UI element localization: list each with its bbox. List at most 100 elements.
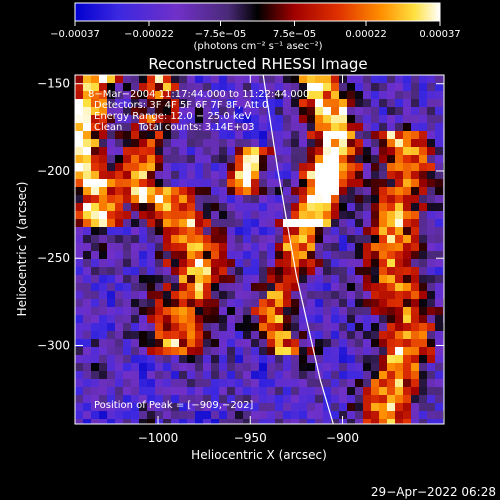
heatmap-cell (147, 251, 155, 259)
heatmap-cell (187, 323, 195, 331)
heatmap-cell (347, 299, 355, 307)
heatmap-cell (395, 107, 403, 115)
heatmap-cell (299, 267, 307, 275)
heatmap-cell (147, 195, 155, 203)
heatmap-cell (115, 275, 123, 283)
heatmap-cell (123, 267, 131, 275)
heatmap-cell (219, 203, 227, 211)
heatmap-cell (403, 371, 411, 379)
heatmap-cell (275, 139, 283, 147)
heatmap-cell (91, 115, 99, 123)
heatmap-cell (179, 99, 187, 107)
heatmap-cell (331, 283, 339, 291)
colorbar-tick-label: −0.00022 (124, 29, 174, 40)
heatmap-cell (355, 379, 363, 387)
heatmap-cell (427, 395, 435, 403)
heatmap-cell (259, 395, 267, 403)
heatmap-cell (235, 251, 243, 259)
heatmap-cell (315, 203, 323, 211)
heatmap-cell (75, 371, 83, 379)
heatmap-cell (435, 299, 443, 307)
heatmap-cell (211, 235, 219, 243)
heatmap-cell (243, 251, 251, 259)
heatmap-cell (203, 163, 211, 171)
heatmap-cell (395, 275, 403, 283)
heatmap-cell (131, 123, 139, 131)
heatmap-cell (371, 163, 379, 171)
heatmap-cell (347, 371, 355, 379)
heatmap-cell (347, 171, 355, 179)
heatmap-cell (387, 203, 395, 211)
heatmap-cell (107, 187, 115, 195)
heatmap-cell (211, 403, 219, 411)
heatmap-cell (427, 91, 435, 99)
heatmap-cell (227, 99, 235, 107)
heatmap-cell (355, 419, 363, 424)
heatmap-cell (347, 155, 355, 163)
heatmap-cell (299, 315, 307, 323)
heatmap-cell (435, 75, 443, 83)
heatmap-cell (195, 307, 203, 315)
heatmap-cell (83, 227, 91, 235)
heatmap-cell (275, 355, 283, 363)
heatmap-cell (139, 211, 147, 219)
heatmap-cell (299, 283, 307, 291)
heatmap-cell (299, 259, 307, 267)
heatmap-cell (427, 139, 435, 147)
heatmap-cell (115, 251, 123, 259)
heatmap-cell (371, 107, 379, 115)
heatmap-cell (163, 275, 171, 283)
heatmap-cell (235, 379, 243, 387)
heatmap-cell (267, 227, 275, 235)
heatmap-cell (123, 291, 131, 299)
heatmap-cell (75, 419, 83, 424)
heatmap-cell (91, 99, 99, 107)
heatmap-cell (267, 347, 275, 355)
heatmap-cell (371, 299, 379, 307)
heatmap-cell (139, 339, 147, 347)
heatmap-cell (299, 147, 307, 155)
heatmap-cell (379, 99, 387, 107)
heatmap-cell (275, 323, 283, 331)
heatmap-cell (203, 195, 211, 203)
heatmap-cell (227, 83, 235, 91)
heatmap-cell (315, 307, 323, 315)
heatmap-cell (419, 227, 427, 235)
heatmap-cell (123, 171, 131, 179)
heatmap-cell (435, 259, 443, 267)
heatmap-cell (155, 203, 163, 211)
heatmap-cell (331, 275, 339, 283)
heatmap-cell (203, 403, 211, 411)
heatmap-cell (323, 403, 331, 411)
heatmap-cell (395, 251, 403, 259)
heatmap-cell (411, 91, 419, 99)
heatmap-cell (251, 323, 259, 331)
heatmap-cell (371, 155, 379, 163)
heatmap-cell (147, 387, 155, 395)
heatmap-cell (275, 291, 283, 299)
heatmap-cell (147, 235, 155, 243)
heatmap-cell (331, 323, 339, 331)
heatmap-cell (379, 267, 387, 275)
heatmap-cell (163, 323, 171, 331)
heatmap-cell (323, 331, 331, 339)
heatmap-cell (115, 371, 123, 379)
heatmap-cell (123, 203, 131, 211)
heatmap-cell (147, 339, 155, 347)
heatmap-cell (107, 211, 115, 219)
heatmap-cell (419, 411, 427, 419)
heatmap-cell (195, 195, 203, 203)
heatmap-cell (203, 371, 211, 379)
heatmap-cell (379, 307, 387, 315)
heatmap-cell (227, 115, 235, 123)
heatmap-cell (99, 115, 107, 123)
heatmap-cell (235, 275, 243, 283)
heatmap-cell (435, 155, 443, 163)
heatmap-cell (403, 243, 411, 251)
heatmap-cell (307, 227, 315, 235)
heatmap-cell (211, 355, 219, 363)
heatmap-cell (155, 355, 163, 363)
heatmap-cell (91, 347, 99, 355)
heatmap-cell (387, 299, 395, 307)
heatmap-cell (259, 251, 267, 259)
